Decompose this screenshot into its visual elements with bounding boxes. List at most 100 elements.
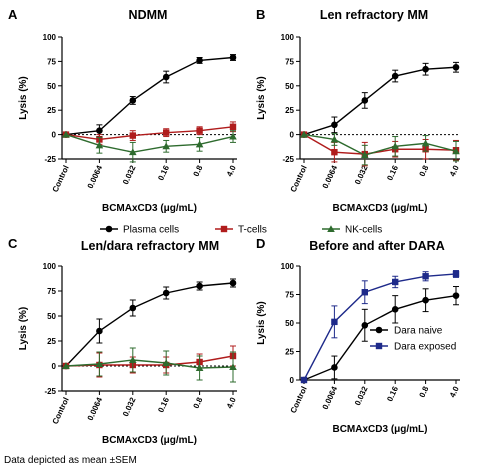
y-tick-label: 75 bbox=[47, 287, 56, 296]
data-point bbox=[96, 127, 103, 134]
series-line bbox=[65, 355, 234, 367]
y-tick-label: 100 bbox=[281, 262, 295, 271]
data-point bbox=[331, 364, 338, 371]
data-point bbox=[129, 132, 136, 139]
series-line bbox=[65, 282, 234, 367]
y-tick-label: 25 bbox=[285, 106, 294, 115]
x-tick-label: 0.032 bbox=[121, 164, 138, 186]
panel-letter: D bbox=[256, 236, 265, 251]
x-tick-label: 0.8 bbox=[192, 396, 205, 410]
panel-title: Before and after DARA bbox=[309, 239, 444, 253]
series-nk-cells bbox=[300, 130, 460, 166]
y-tick-label: 50 bbox=[47, 82, 56, 91]
x-tick-label: Control bbox=[51, 164, 71, 194]
series-t-cells bbox=[300, 131, 460, 167]
series-line bbox=[303, 133, 457, 156]
x-tick-label: 4.0 bbox=[448, 164, 461, 178]
data-point bbox=[196, 127, 203, 134]
data-point bbox=[361, 321, 369, 329]
data-point bbox=[129, 148, 137, 156]
x-tick-label: Control bbox=[289, 164, 309, 194]
series-t-cells bbox=[62, 121, 237, 145]
y-axis-title: Lysis (%) bbox=[256, 76, 267, 120]
y-axis-title: Lysis (%) bbox=[256, 301, 267, 345]
series-line bbox=[303, 273, 457, 381]
panel-title: NDMM bbox=[129, 8, 168, 22]
x-tick-label: 0.8 bbox=[418, 164, 431, 178]
panel-d: D Before and after DARA 0 25 50 75 100 Lysis (%… bbox=[256, 236, 461, 435]
data-point bbox=[422, 65, 429, 73]
series-line bbox=[303, 66, 457, 136]
y-tick-label: 100 bbox=[281, 33, 295, 42]
data-point bbox=[62, 362, 70, 369]
series-nk-cells bbox=[62, 347, 237, 383]
data-point bbox=[162, 142, 170, 150]
series-line bbox=[65, 133, 234, 153]
y-tick-label: 25 bbox=[47, 337, 56, 346]
data-point bbox=[95, 360, 104, 367]
data-point bbox=[392, 278, 399, 286]
data-point bbox=[229, 132, 237, 140]
data-point bbox=[129, 356, 137, 363]
x-axis-title: BCMAxCD3 (μg/mL) bbox=[332, 424, 427, 435]
series-line bbox=[65, 126, 234, 141]
x-tick-label: 4.0 bbox=[225, 396, 238, 410]
series-line bbox=[65, 56, 234, 136]
data-point bbox=[162, 289, 170, 297]
y-tick-label: 0 bbox=[290, 376, 295, 385]
data-point bbox=[421, 139, 430, 147]
x-tick-label: 4.0 bbox=[448, 385, 461, 399]
series-line bbox=[303, 133, 457, 155]
y-tick-label: -25 bbox=[44, 387, 56, 396]
series-line bbox=[303, 294, 457, 381]
panel-title: Len/dara refractory MM bbox=[81, 239, 219, 253]
y-tick-label: 25 bbox=[285, 348, 294, 357]
legend-marker bbox=[220, 225, 228, 233]
y-tick-label: 75 bbox=[285, 57, 294, 66]
data-point bbox=[95, 141, 104, 149]
data-point bbox=[330, 135, 339, 143]
panel-title: Len refractory MM bbox=[320, 8, 428, 22]
x-tick-label: 0.0064 bbox=[86, 164, 105, 190]
data-point bbox=[229, 279, 237, 287]
x-tick-label: 0.8 bbox=[418, 385, 431, 399]
panel-d-legend: Dara naive Dara exposed bbox=[370, 326, 456, 353]
x-tick-label: 0.16 bbox=[385, 385, 400, 403]
data-point bbox=[62, 130, 70, 138]
x-tick-label: 4.0 bbox=[225, 164, 238, 178]
y-tick-label: 50 bbox=[285, 319, 294, 328]
x-tick-label: 0.16 bbox=[385, 164, 400, 182]
data-point bbox=[162, 73, 170, 81]
data-point bbox=[452, 147, 460, 155]
data-point bbox=[361, 151, 369, 159]
y-tick-label: -25 bbox=[282, 155, 294, 164]
data-point bbox=[391, 72, 399, 80]
data-point bbox=[195, 364, 204, 371]
data-point bbox=[229, 54, 237, 61]
shared-legend: Plasma cells T-cells NK-cells bbox=[100, 225, 382, 236]
data-point bbox=[196, 282, 203, 290]
data-point bbox=[196, 57, 203, 64]
data-point bbox=[300, 376, 308, 384]
x-tick-label: 0.16 bbox=[156, 164, 171, 182]
series-dara-exposed bbox=[300, 270, 460, 384]
legend-label: Plasma cells bbox=[123, 225, 179, 236]
x-tick-label: Control bbox=[289, 385, 309, 415]
series-plasma-cells bbox=[300, 61, 460, 138]
x-tick-label: 0.0064 bbox=[86, 396, 105, 422]
data-point bbox=[163, 129, 170, 136]
data-point bbox=[129, 97, 137, 104]
x-tick-label: 0.16 bbox=[156, 396, 171, 414]
data-point bbox=[422, 296, 429, 304]
y-tick-label: 0 bbox=[290, 131, 295, 140]
series-line bbox=[65, 359, 234, 369]
x-tick-label: 0.8 bbox=[192, 164, 205, 178]
y-tick-label: -25 bbox=[44, 155, 56, 164]
data-point bbox=[331, 121, 338, 129]
data-point bbox=[229, 363, 237, 370]
x-axis-title: BCMAxCD3 (μg/mL) bbox=[102, 435, 197, 446]
data-point bbox=[331, 148, 338, 156]
data-point bbox=[195, 140, 204, 148]
legend-label: T-cells bbox=[238, 225, 267, 236]
